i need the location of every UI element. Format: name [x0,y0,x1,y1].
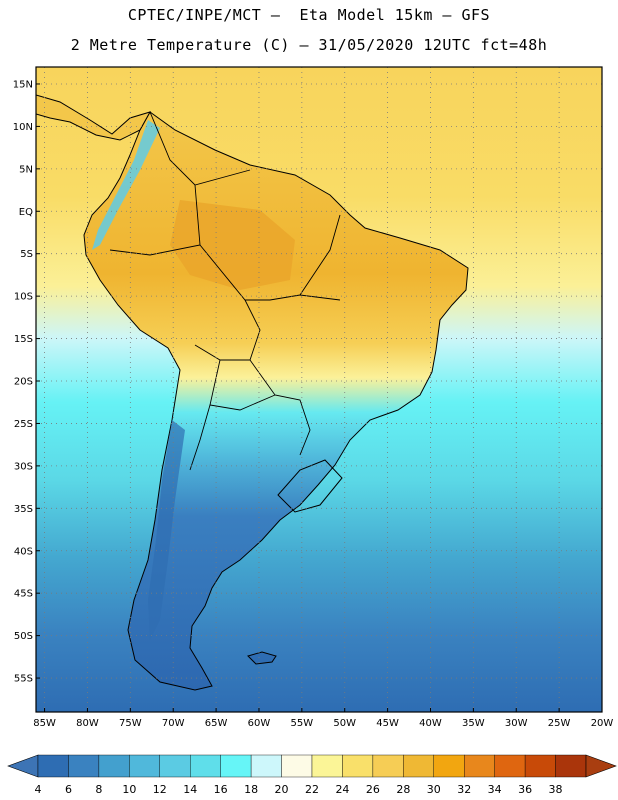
colorbar-bin [464,754,495,778]
longitude-label: 50W [333,718,356,729]
longitude-label: 85W [33,718,56,729]
colorbar-bin [524,754,556,778]
latitude-label: EQ [19,207,33,218]
country-borders [109,111,341,471]
colorbar-bin [342,754,374,778]
colorbar-label: 30 [427,783,441,796]
andes-cold-band [92,120,160,250]
colorbar-label: 26 [366,783,380,796]
latitude-label: 45S [14,589,33,600]
falkland-islands [247,651,277,665]
colorbar-label: 6 [65,783,72,796]
latitude-label: 40S [14,546,33,557]
longitude-label: 45W [376,718,399,729]
colorbar-label: 20 [275,783,289,796]
longitude-label: 20W [591,718,614,729]
longitude-labels: 85W 80W 75W 70W 65W 60W 55W 50W 45W 40W 35W 30W 25W 2… [33,708,613,729]
latitude-label: 10S [14,292,33,303]
latitude-label: 5S [20,249,33,260]
colorbar-bin [403,754,434,778]
colorbar-label: 12 [153,783,167,796]
colorbar-high-arrow [585,754,617,778]
longitude-label: 40W [419,718,442,729]
colorbar-bin [250,754,282,778]
colorbar-label: 8 [95,783,102,796]
temperature-colorbar: 4 6 8 10 12 14 16 18 20 22 24 26 28 30 32 34 36 38 [7,754,617,796]
longitude-label: 80W [76,718,99,729]
colorbar-low-arrow [7,754,39,778]
latitude-label: 20S [14,377,33,388]
amazon-warm-core [170,200,295,290]
colorbar-label: 34 [488,783,502,796]
latitude-label: 55S [14,674,33,685]
colorbar-bin [98,754,130,778]
colorbar-bin [129,754,160,778]
colorbar-bin [433,754,465,778]
colorbar-label: 24 [335,783,349,796]
latitude-label: 15N [13,79,33,90]
longitude-label: 25W [548,718,571,729]
uruguay-border [277,459,343,513]
map-title-line-2: 2 Metre Temperature (C) – 31/05/2020 12U… [70,36,548,54]
latitude-label: 25S [14,419,33,430]
longitude-label: 35W [462,718,485,729]
colorbar-label: 14 [183,783,197,796]
latitude-label: 5N [19,164,33,175]
longitude-label: 65W [205,718,228,729]
map-frame [35,66,603,713]
colorbar-label: 18 [244,783,258,796]
colorbar-label: 16 [214,783,228,796]
latitude-label: 35S [14,504,33,515]
latitude-label: 15S [14,334,33,345]
longitude-label: 70W [162,718,185,729]
longitude-label: 55W [291,718,314,729]
colorbar-label: 22 [305,783,319,796]
colorbar-bin [555,754,587,778]
colorbar-bin [190,754,221,778]
latitude-label: 50S [14,631,33,642]
colorbar-label: 10 [122,783,136,796]
central-america-landmass [36,94,152,141]
latitude-label: 30S [14,461,33,472]
colorbar-bin [68,754,100,778]
latitude-labels: 15N 10N 5N EQ 5S 10S 15S 20S 25S 30S 35S 40S 45S 50S 5… [13,79,40,685]
colorbar-bin [159,754,191,778]
colorbar-label: 38 [549,783,563,796]
colorbar-bin [311,754,343,778]
colorbar-label: 28 [396,783,410,796]
map-title-line-1: CPTEC/INPE/MCT – Eta Model 15km – GFS [127,6,491,24]
latitude-label: 10N [13,122,33,133]
colorbar-bin [281,754,313,778]
longitude-label: 75W [119,718,142,729]
colorbar-bin [37,754,69,778]
longitude-label: 30W [505,718,528,729]
colorbar-bin [220,754,252,778]
colorbar-bin [372,754,404,778]
colorbar-bin [494,754,526,778]
colorbar-label: 36 [518,783,532,796]
longitude-label: 60W [248,718,271,729]
southern-andes-band [148,420,185,640]
colorbar-label: 4 [35,783,42,796]
colorbar-label: 32 [457,783,471,796]
